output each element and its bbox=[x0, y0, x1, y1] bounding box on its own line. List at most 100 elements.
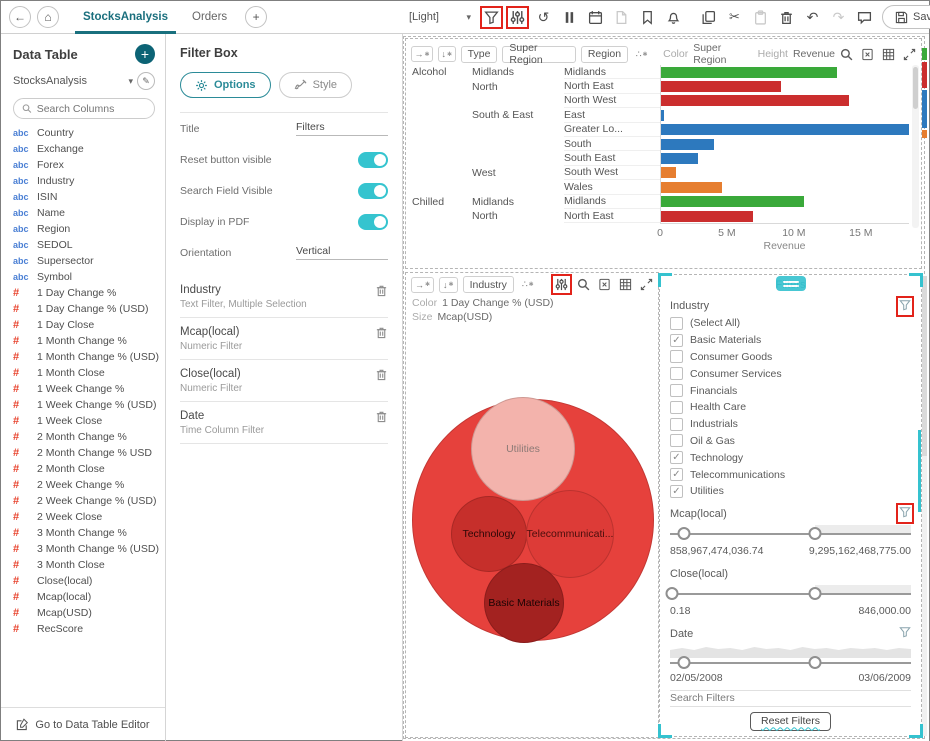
chart-vertical-scrollbar[interactable] bbox=[912, 65, 919, 228]
filters-widget[interactable]: Filters Industry (Select All)✓Basic Mate… bbox=[658, 273, 923, 738]
search-icon[interactable] bbox=[577, 278, 590, 291]
scrollbar-thumb[interactable] bbox=[922, 276, 927, 456]
color-value[interactable]: Super Region bbox=[693, 42, 727, 66]
column-item[interactable]: #1 Day Close bbox=[13, 317, 165, 333]
filter-item[interactable]: Industry Text Filter, Multiple Selection bbox=[180, 276, 388, 318]
column-item[interactable]: abc ISIN bbox=[13, 189, 165, 205]
checkbox-unchecked[interactable] bbox=[670, 316, 683, 330]
column-item[interactable]: # Close(local) bbox=[13, 573, 165, 589]
checkbox-unchecked[interactable] bbox=[670, 367, 683, 381]
bar[interactable] bbox=[661, 81, 781, 93]
table-icon[interactable] bbox=[882, 48, 895, 61]
bar[interactable] bbox=[661, 66, 837, 78]
industry-option[interactable]: Financials bbox=[670, 382, 911, 399]
selection-handle[interactable] bbox=[909, 724, 923, 738]
edit-data-table-button[interactable]: ✎ bbox=[137, 72, 155, 90]
checkbox-unchecked[interactable] bbox=[670, 350, 683, 364]
bar[interactable] bbox=[661, 181, 723, 193]
add-data-table-button[interactable]: + bbox=[135, 44, 155, 64]
close-min-handle[interactable] bbox=[665, 586, 679, 600]
column-item[interactable]: abc Industry bbox=[13, 173, 165, 189]
add-tab-button[interactable]: + bbox=[245, 6, 268, 28]
column-item[interactable]: abc SEDOL bbox=[13, 237, 165, 253]
filter-item[interactable]: Close(local) Numeric Filter bbox=[180, 360, 388, 402]
column-item[interactable]: #3 Month Change % bbox=[13, 525, 165, 541]
column-item[interactable]: abc Exchange bbox=[13, 141, 165, 157]
search-columns-input[interactable] bbox=[36, 102, 146, 115]
mcap-max-handle[interactable] bbox=[808, 526, 822, 540]
date-funnel-button[interactable] bbox=[899, 626, 911, 641]
mcap-funnel-button[interactable] bbox=[896, 503, 914, 525]
jitter-icon[interactable]: ∴ ✱ bbox=[518, 276, 537, 293]
column-item[interactable]: #2 Month Close bbox=[13, 461, 165, 477]
bar[interactable] bbox=[661, 167, 676, 179]
column-item[interactable]: #2 Week Close bbox=[13, 509, 165, 525]
mcap-min-handle[interactable] bbox=[677, 526, 691, 540]
go-to-data-table-editor-button[interactable]: Go to Data Table Editor bbox=[1, 707, 165, 741]
orientation-select[interactable]: Vertical bbox=[296, 245, 388, 260]
bar[interactable] bbox=[661, 138, 715, 150]
close-max-handle[interactable] bbox=[808, 586, 822, 600]
checkbox-unchecked[interactable] bbox=[670, 384, 683, 398]
bubble-telecommunicati-[interactable]: Telecommunicati... bbox=[526, 490, 614, 578]
industry-option[interactable]: Health Care bbox=[670, 399, 911, 416]
reset-button-visible-toggle[interactable] bbox=[358, 151, 388, 168]
bar[interactable] bbox=[661, 124, 909, 136]
column-item[interactable]: abc Forex bbox=[13, 157, 165, 173]
selection-handle[interactable] bbox=[658, 273, 672, 287]
color-value[interactable]: 1 Day Change % (USD) bbox=[442, 297, 554, 309]
checkbox-checked[interactable]: ✓ bbox=[670, 468, 683, 482]
column-item[interactable]: #1 Week Change % (USD) bbox=[13, 397, 165, 413]
industry-option[interactable]: ✓ Telecommunications bbox=[670, 466, 911, 483]
filter-item[interactable]: Date Time Column Filter bbox=[180, 402, 388, 444]
style-tab[interactable]: Style bbox=[278, 72, 353, 98]
breadcrumb-super-region[interactable]: Super Region bbox=[502, 42, 576, 66]
industry-option[interactable]: Consumer Goods bbox=[670, 349, 911, 366]
reset-filters-button[interactable]: Reset Filters bbox=[750, 711, 831, 731]
parameters-button[interactable] bbox=[551, 274, 572, 295]
bubble-basic-materials[interactable]: Basic Materials bbox=[484, 563, 564, 643]
column-item[interactable]: abc Country bbox=[13, 125, 165, 141]
checkbox-unchecked[interactable] bbox=[670, 400, 683, 414]
pause-button[interactable] bbox=[561, 9, 578, 26]
bubble-technology[interactable]: Technology bbox=[451, 496, 527, 572]
column-item[interactable]: abc Supersector bbox=[13, 253, 165, 269]
comments-button[interactable] bbox=[856, 9, 873, 26]
home-button[interactable]: ⌂ bbox=[37, 6, 59, 28]
undo-button[interactable]: ↶ bbox=[804, 9, 821, 26]
industry-option[interactable]: Consumer Services bbox=[670, 365, 911, 382]
bar[interactable] bbox=[661, 196, 804, 208]
filter-item[interactable]: Mcap(local) Numeric Filter bbox=[180, 318, 388, 360]
arrow-down-icon[interactable]: ↓ ✱ bbox=[437, 46, 456, 62]
drag-handle-icon[interactable] bbox=[775, 276, 806, 291]
title-input[interactable]: Filters bbox=[296, 121, 388, 136]
scrollbar-thumb[interactable] bbox=[913, 67, 918, 109]
column-item[interactable]: # Mcap(local) bbox=[13, 589, 165, 605]
date-range-slider[interactable] bbox=[670, 654, 911, 672]
industry-option[interactable]: Oil & Gas bbox=[670, 433, 911, 450]
industry-option[interactable]: ✓ Technology bbox=[670, 449, 911, 466]
delete-filter-button[interactable] bbox=[375, 284, 388, 310]
bar[interactable] bbox=[661, 153, 699, 165]
arrow-right-icon[interactable]: → ✱ bbox=[411, 46, 433, 62]
column-item[interactable]: abc Region bbox=[13, 221, 165, 237]
bar[interactable] bbox=[661, 95, 849, 107]
column-item[interactable]: #2 Week Change % (USD) bbox=[13, 493, 165, 509]
column-item[interactable]: #1 Week Close bbox=[13, 413, 165, 429]
theme-dropdown[interactable]: [Light] ▾ bbox=[409, 11, 471, 23]
export-data-icon[interactable] bbox=[861, 48, 874, 61]
column-item[interactable]: #2 Month Change % bbox=[13, 429, 165, 445]
height-value[interactable]: Revenue bbox=[792, 48, 835, 60]
table-icon[interactable] bbox=[619, 278, 632, 291]
industry-option[interactable]: ✓ Basic Materials bbox=[670, 332, 911, 349]
filters-scrollbar[interactable] bbox=[918, 430, 921, 512]
delete-filter-button[interactable] bbox=[375, 368, 388, 394]
industry-option[interactable]: ✓ Utilities bbox=[670, 483, 911, 500]
copy-button[interactable] bbox=[700, 9, 717, 26]
date-max-handle[interactable] bbox=[808, 655, 822, 669]
column-item[interactable]: #1 Month Change % (USD) bbox=[13, 349, 165, 365]
industry-option[interactable]: (Select All) bbox=[670, 315, 911, 332]
checkbox-unchecked[interactable] bbox=[670, 417, 683, 431]
arrow-down-icon[interactable]: ↓ ✱ bbox=[439, 276, 458, 293]
export-data-icon[interactable] bbox=[598, 278, 611, 291]
